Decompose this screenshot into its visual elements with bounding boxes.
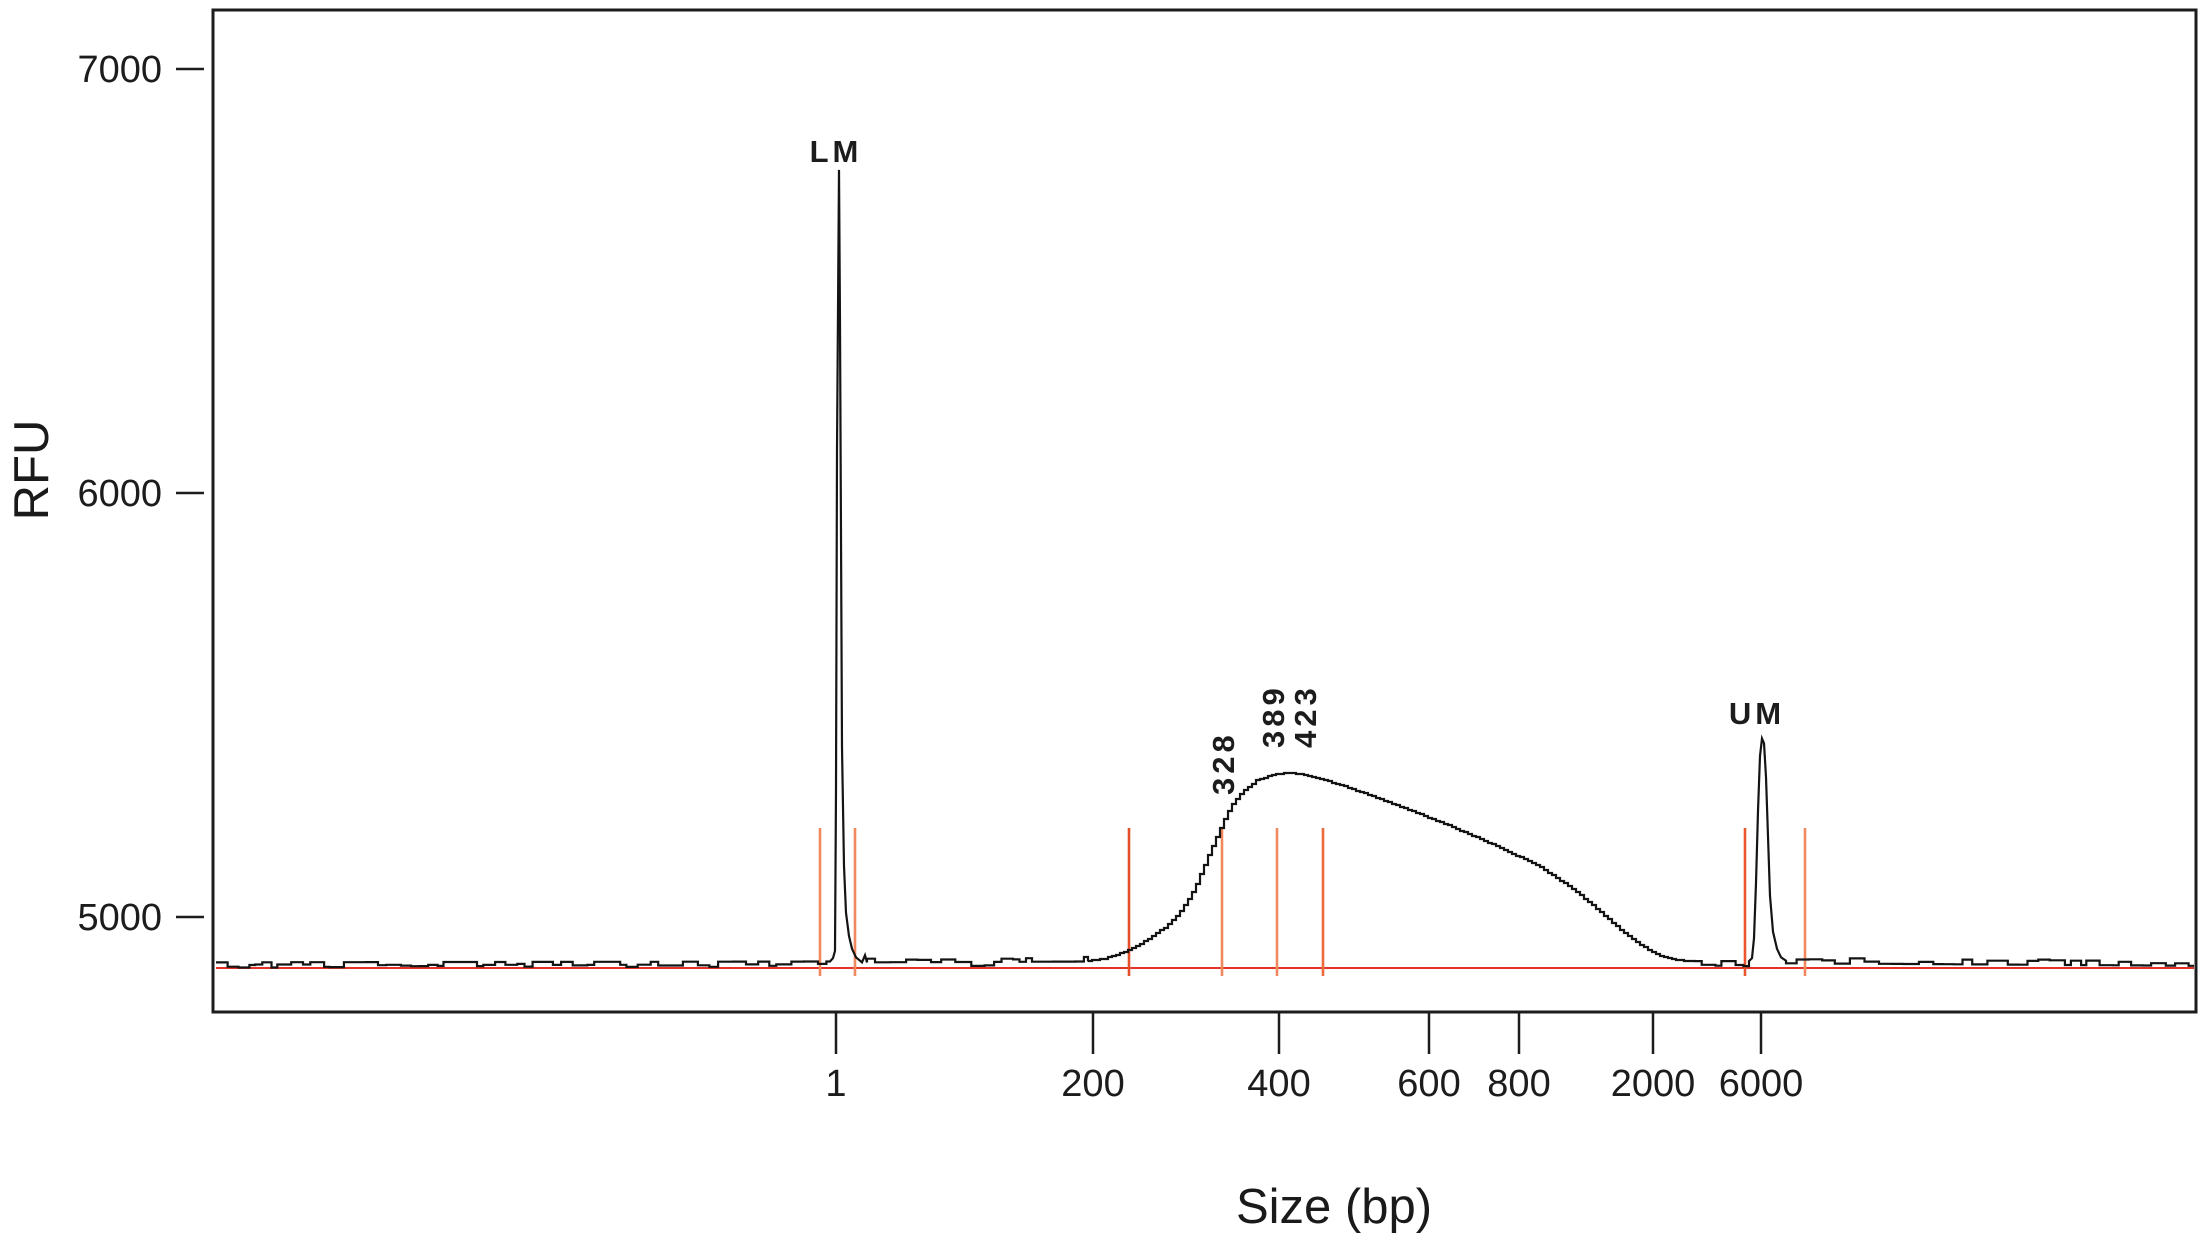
x-axis-title: Size (bp): [1236, 1180, 1432, 1234]
electropherogram-trace: [216, 169, 2194, 969]
y-axis-tick-label: 5000: [77, 897, 162, 939]
marker-peak-label: UM: [1729, 696, 1785, 731]
x-axis-tick-label: 400: [1247, 1063, 1310, 1105]
y-axis-title: RFU: [5, 420, 59, 521]
x-axis-tick-label: 600: [1397, 1063, 1460, 1105]
y-axis-tick-label: 7000: [77, 49, 162, 91]
x-axis-tick-label: 1: [825, 1063, 846, 1105]
plot-frame: [211, 8, 2198, 1014]
x-axis-tick-label: 2000: [1611, 1063, 1696, 1105]
peak-size-label: 389: [1256, 684, 1291, 748]
chart-render-root: 5000 6000 7000 1 200 400 600 800 2000 6000 LM UM 328…: [77, 8, 2198, 1105]
x-axis-tick-label: 800: [1487, 1063, 1550, 1105]
marker-peak-label: LM: [810, 134, 863, 169]
peak-size-label: 328: [1206, 731, 1241, 795]
peak-size-label: 423: [1288, 684, 1323, 748]
x-axis-tick-label: 6000: [1719, 1063, 1804, 1105]
x-axis-tick-label: 200: [1061, 1063, 1124, 1105]
y-axis-tick-label: 6000: [77, 473, 162, 515]
